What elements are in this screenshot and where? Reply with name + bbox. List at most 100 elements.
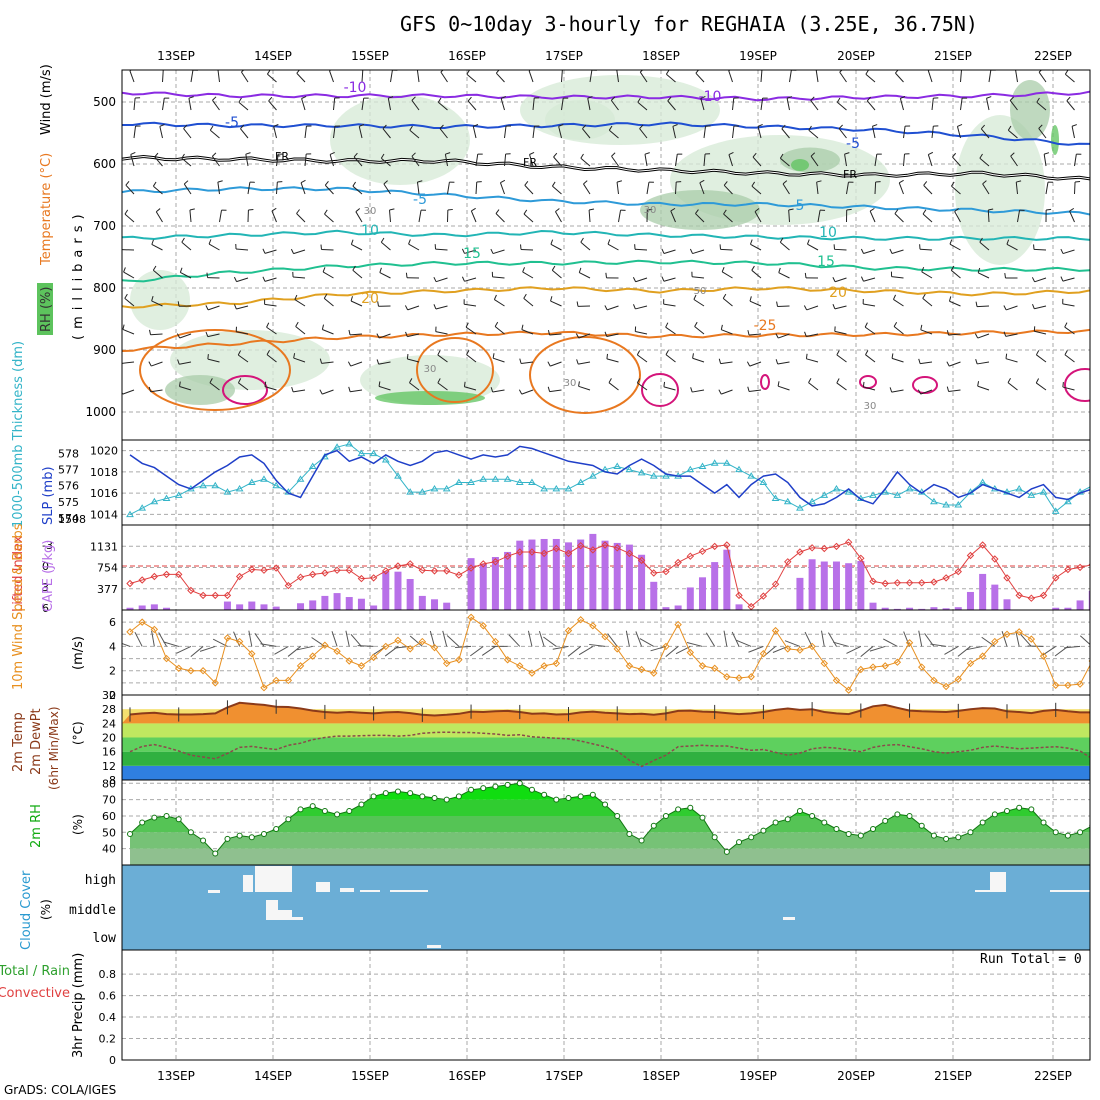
- date-tick-bottom: 15SEP: [351, 1069, 389, 1083]
- wind-barb: [1033, 248, 1047, 251]
- rh-point: [870, 826, 877, 833]
- lifted-index-point: [978, 541, 987, 549]
- thickness-point: [747, 472, 756, 479]
- wind-barb-flag: [779, 237, 784, 243]
- wind-barb: [1005, 358, 1018, 363]
- wind-barb-flag: [751, 181, 756, 187]
- wind-barb: [301, 98, 306, 111]
- wind-barb: [411, 100, 420, 111]
- wind-barb-flag: [1003, 331, 1007, 337]
- cape-bar: [565, 542, 572, 610]
- cape-bar: [479, 563, 487, 610]
- thickness-point: [710, 459, 719, 466]
- wind-barb-flag: [894, 209, 899, 214]
- rh-point: [1028, 806, 1035, 813]
- date-tick-top: 19SEP: [739, 49, 777, 63]
- wind-barb: [1036, 101, 1047, 111]
- y-tick-thickness: 578: [58, 448, 79, 461]
- wind-speed-point: [162, 654, 171, 663]
- temp-contour-20: [122, 286, 1090, 309]
- wind-barb: [549, 333, 562, 336]
- thickness-point: [406, 488, 415, 495]
- wind-barb: [353, 156, 363, 167]
- lifted-index-point: [394, 562, 402, 570]
- wind-barb-flag: [949, 239, 953, 245]
- wind-barb-flag: [248, 208, 254, 211]
- wind10m-barb: [723, 630, 728, 647]
- wind-barb: [435, 248, 448, 251]
- y-tick-slp-bottom: 1508: [58, 513, 86, 526]
- wind-barb-flag: [1006, 239, 1010, 245]
- wind-barb-flag: [860, 276, 864, 282]
- wind-barb: [1074, 154, 1077, 167]
- wind-barb: [806, 333, 819, 337]
- wind-barb-flag: [522, 267, 526, 273]
- wind-barb-flag: [979, 153, 983, 159]
- y-tick-slp: 1014: [90, 508, 118, 521]
- lifted-index-point: [1052, 574, 1060, 582]
- wind-barb: [644, 154, 648, 167]
- rh-point: [821, 819, 828, 826]
- cape-bar: [357, 598, 365, 610]
- wind-speed-point: [235, 637, 244, 646]
- wind-barb-flag: [692, 353, 694, 359]
- wind-barb: [472, 126, 477, 139]
- wind-barb-flag: [663, 381, 666, 387]
- wind-barb: [754, 211, 762, 223]
- wind-barb-flag: [957, 123, 963, 127]
- wind-barb: [155, 211, 163, 223]
- wind-barb: [266, 326, 277, 335]
- wind-barb-flag: [183, 124, 188, 129]
- wind-barb: [639, 128, 648, 139]
- wind-barb-flag: [154, 152, 159, 158]
- wind-barb: [732, 126, 735, 139]
- wind-speed-point: [942, 682, 950, 691]
- cape-bar: [698, 577, 706, 610]
- thickness-point: [211, 481, 220, 489]
- wind-barb: [838, 128, 847, 139]
- wind-barb: [245, 154, 249, 167]
- temp-band: [122, 765, 1090, 780]
- wind-speed-point: [576, 616, 585, 624]
- wind-barb: [465, 326, 477, 335]
- contour-label: -10: [344, 80, 367, 96]
- wind-barb-flag: [271, 207, 277, 212]
- contour-label: -5: [225, 115, 239, 131]
- wind-barb-flag: [348, 329, 351, 335]
- wind-barb-flag: [921, 266, 925, 272]
- wind-speed-point: [662, 642, 670, 651]
- wind-barb: [296, 72, 306, 83]
- rh-point: [650, 822, 657, 829]
- wind-barb-flag: [578, 381, 580, 387]
- cape-bar: [893, 608, 901, 610]
- wind-barb: [407, 333, 420, 338]
- wind-barb: [238, 382, 249, 391]
- wind-barb: [891, 357, 904, 363]
- wind-barb-flag: [355, 208, 361, 213]
- y-tick-rh: 70: [102, 794, 116, 807]
- cloud-legend-label: Cloud Cover: [19, 870, 34, 950]
- thickness-point: [162, 494, 171, 502]
- wind-barb: [692, 357, 705, 363]
- wind10m-barb: [821, 630, 825, 647]
- cape-bar: [857, 560, 865, 610]
- cape-bar: [650, 581, 658, 610]
- y-tick-temp: 8: [109, 774, 116, 787]
- wind-barb: [154, 156, 163, 167]
- lifted-index-point: [796, 548, 804, 556]
- rh-point: [297, 806, 304, 813]
- wind-barb: [667, 100, 676, 111]
- wind-speed-point: [357, 662, 366, 670]
- y-tick-li: 6: [42, 602, 49, 615]
- wind10m-barb: [429, 630, 435, 647]
- wind-barb: [1005, 333, 1018, 337]
- wind-barb: [582, 128, 591, 139]
- wind-barb-flag: [217, 180, 223, 183]
- wind-barb: [987, 209, 990, 223]
- y-tick-temp: 32: [102, 689, 116, 702]
- wind-barb: [665, 354, 676, 363]
- wind-barb-flag: [980, 124, 986, 130]
- wind-barb-flag: [437, 350, 441, 356]
- lifted-index-point: [698, 547, 707, 556]
- rh-point: [321, 808, 328, 815]
